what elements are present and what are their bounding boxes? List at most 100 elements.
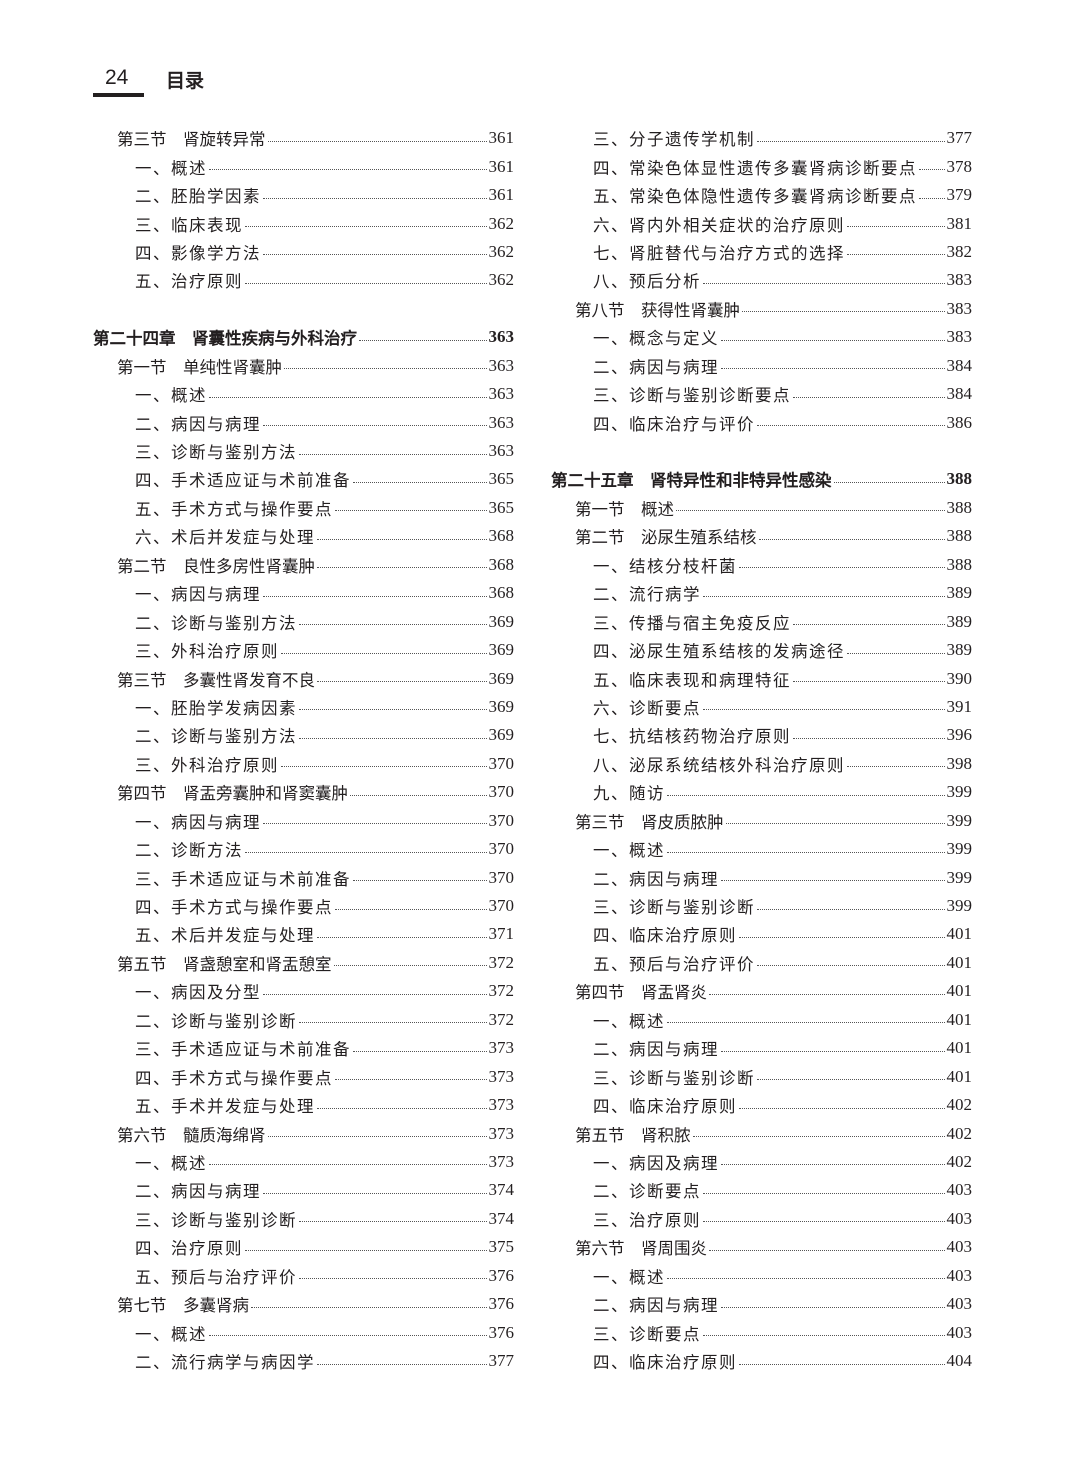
toc-entry-item[interactable]: 二、病因与病理 363 xyxy=(93,408,514,436)
entry-page-number: 361 xyxy=(488,128,515,148)
toc-entry-item[interactable]: 四、临床治疗原则 404 xyxy=(551,1347,972,1375)
toc-entry-item[interactable]: 七、抗结核药物治疗原则 396 xyxy=(551,721,972,749)
toc-entry-section[interactable]: 第二节 良性多房性肾囊肿 368 xyxy=(93,551,514,579)
toc-entry-item[interactable]: 四、手术适应证与术前准备 365 xyxy=(93,465,514,493)
toc-entry-item[interactable]: 二、流行病学与病因学 377 xyxy=(93,1347,514,1375)
entry-title: 二、病因与病理 xyxy=(135,1182,261,1202)
toc-entry-item[interactable]: 二、病因与病理 384 xyxy=(551,352,972,380)
toc-entry-section[interactable]: 第六节 肾周围炎 403 xyxy=(551,1233,972,1261)
toc-entry-section[interactable]: 第三节 肾旋转异常 361 xyxy=(93,124,514,152)
toc-entry-item[interactable]: 一、病因与病理 368 xyxy=(93,579,514,607)
toc-entry-item[interactable]: 二、胚胎学因素 361 xyxy=(93,181,514,209)
toc-entry-item[interactable]: 八、预后分析 383 xyxy=(551,266,972,294)
entry-page-number: 376 xyxy=(488,1322,515,1342)
toc-entry-item[interactable]: 三、外科治疗原则 369 xyxy=(93,636,514,664)
entry-page-number: 373 xyxy=(488,1151,515,1171)
toc-entry-item[interactable]: 五、手术方式与操作要点 365 xyxy=(93,494,514,522)
toc-entry-section[interactable]: 第三节 多囊性肾发育不良 369 xyxy=(93,664,514,692)
toc-entry-item[interactable]: 三、分子遗传学机制 377 xyxy=(551,124,972,152)
toc-entry-item[interactable]: 四、泌尿生殖系结核的发病途径 389 xyxy=(551,636,972,664)
toc-entry-item[interactable]: 六、诊断要点 391 xyxy=(551,693,972,721)
dot-leader xyxy=(667,1278,945,1280)
toc-entry-item[interactable]: 一、概述 363 xyxy=(93,380,514,408)
toc-entry-section[interactable]: 第二节 泌尿生殖系结核 388 xyxy=(551,522,972,550)
toc-entry-item[interactable]: 四、临床治疗原则 402 xyxy=(551,1091,972,1119)
toc-entry-section[interactable]: 第三节 肾皮质脓肿 399 xyxy=(551,807,972,835)
toc-entry-item[interactable]: 二、病因与病理 374 xyxy=(93,1176,514,1204)
toc-entry-item[interactable]: 二、诊断与鉴别方法 369 xyxy=(93,721,514,749)
toc-entry-item[interactable]: 三、诊断与鉴别诊断 401 xyxy=(551,1062,972,1090)
toc-entry-section[interactable]: 第四节 肾盂旁囊肿和肾窦囊肿 370 xyxy=(93,778,514,806)
toc-entry-item[interactable]: 三、诊断与鉴别诊断 374 xyxy=(93,1205,514,1233)
toc-entry-section[interactable]: 第一节 单纯性肾囊肿 363 xyxy=(93,352,514,380)
toc-entry-item[interactable]: 二、诊断与鉴别诊断 372 xyxy=(93,1006,514,1034)
toc-entry-item[interactable]: 四、临床治疗与评价 386 xyxy=(551,408,972,436)
toc-entry-item[interactable]: 四、常染色体显性遗传多囊肾病诊断要点 378 xyxy=(551,152,972,180)
toc-entry-item[interactable]: 五、预后与治疗评价 401 xyxy=(551,949,972,977)
toc-entry-item[interactable]: 八、泌尿系统结核外科治疗原则 398 xyxy=(551,750,972,778)
spacer xyxy=(93,295,514,323)
toc-entry-item[interactable]: 二、流行病学 389 xyxy=(551,579,972,607)
toc-entry-item[interactable]: 三、传播与宿主免疫反应 389 xyxy=(551,607,972,635)
entry-page-number: 362 xyxy=(488,213,515,233)
toc-entry-item[interactable]: 四、治疗原则 375 xyxy=(93,1233,514,1261)
entry-title: 一、概述 xyxy=(135,158,207,178)
toc-entry-item[interactable]: 二、病因与病理 399 xyxy=(551,863,972,891)
toc-entry-section[interactable]: 第一节 概述 388 xyxy=(551,494,972,522)
toc-entry-item[interactable]: 七、肾脏替代与治疗方式的选择 382 xyxy=(551,238,972,266)
toc-entry-item[interactable]: 一、病因及分型 372 xyxy=(93,977,514,1005)
toc-entry-item[interactable]: 三、手术适应证与术前准备 370 xyxy=(93,863,514,891)
toc-entry-item[interactable]: 三、诊断与鉴别诊断要点 384 xyxy=(551,380,972,408)
entry-page-number: 365 xyxy=(488,469,515,489)
toc-entry-item[interactable]: 一、概念与定义 383 xyxy=(551,323,972,351)
toc-entry-item[interactable]: 六、术后并发症与处理 368 xyxy=(93,522,514,550)
toc-entry-item[interactable]: 二、诊断与鉴别方法 369 xyxy=(93,607,514,635)
toc-entry-item[interactable]: 四、影像学方法 362 xyxy=(93,238,514,266)
toc-entry-section[interactable]: 第七节 多囊肾病 376 xyxy=(93,1290,514,1318)
toc-entry-item[interactable]: 五、治疗原则 362 xyxy=(93,266,514,294)
toc-entry-item[interactable]: 三、治疗原则 403 xyxy=(551,1205,972,1233)
toc-entry-item[interactable]: 三、手术适应证与术前准备 373 xyxy=(93,1034,514,1062)
toc-entry-item[interactable]: 一、结核分枝杆菌 388 xyxy=(551,551,972,579)
toc-entry-chapter[interactable]: 第二十五章 肾特异性和非特异性感染 388 xyxy=(551,465,972,493)
toc-entry-item[interactable]: 三、诊断与鉴别方法 363 xyxy=(93,437,514,465)
toc-entry-item[interactable]: 一、概述 373 xyxy=(93,1148,514,1176)
toc-entry-item[interactable]: 一、病因与病理 370 xyxy=(93,807,514,835)
toc-entry-section[interactable]: 第五节 肾盏憩室和肾盂憩室 372 xyxy=(93,949,514,977)
toc-entry-item[interactable]: 五、手术并发症与处理 373 xyxy=(93,1091,514,1119)
toc-entry-item[interactable]: 六、肾内外相关症状的治疗原则 381 xyxy=(551,209,972,237)
toc-entry-item[interactable]: 一、概述 399 xyxy=(551,835,972,863)
toc-entry-section[interactable]: 第八节 获得性肾囊肿 383 xyxy=(551,295,972,323)
entry-page-number: 401 xyxy=(946,1009,973,1029)
toc-entry-section[interactable]: 第五节 肾积脓 402 xyxy=(551,1119,972,1147)
toc-entry-item[interactable]: 一、概述 361 xyxy=(93,152,514,180)
toc-entry-item[interactable]: 三、诊断与鉴别诊断 399 xyxy=(551,892,972,920)
toc-entry-item[interactable]: 一、概述 403 xyxy=(551,1262,972,1290)
toc-entry-section[interactable]: 第六节 髓质海绵肾 373 xyxy=(93,1119,514,1147)
toc-entry-item[interactable]: 五、术后并发症与处理 371 xyxy=(93,920,514,948)
toc-entry-item[interactable]: 九、随访 399 xyxy=(551,778,972,806)
toc-entry-item[interactable]: 四、临床治疗原则 401 xyxy=(551,920,972,948)
toc-entry-item[interactable]: 三、临床表现 362 xyxy=(93,209,514,237)
toc-entry-item[interactable]: 二、诊断要点 403 xyxy=(551,1176,972,1204)
toc-entry-item[interactable]: 一、病因及病理 402 xyxy=(551,1148,972,1176)
toc-entry-item[interactable]: 三、外科治疗原则 370 xyxy=(93,750,514,778)
toc-entry-section[interactable]: 第四节 肾盂肾炎 401 xyxy=(551,977,972,1005)
toc-entry-item[interactable]: 一、概述 401 xyxy=(551,1006,972,1034)
toc-entry-item[interactable]: 二、病因与病理 403 xyxy=(551,1290,972,1318)
toc-entry-item[interactable]: 五、常染色体隐性遗传多囊肾病诊断要点 379 xyxy=(551,181,972,209)
entry-page-number: 370 xyxy=(488,810,515,830)
toc-entry-item[interactable]: 一、胚胎学发病因素 369 xyxy=(93,693,514,721)
dot-leader xyxy=(847,652,945,654)
toc-entry-item[interactable]: 四、手术方式与操作要点 370 xyxy=(93,892,514,920)
toc-entry-item[interactable]: 三、诊断要点 403 xyxy=(551,1318,972,1346)
entry-title: 二、流行病学 xyxy=(593,585,701,605)
entry-title: 三、诊断与鉴别诊断 xyxy=(593,898,755,918)
toc-entry-item[interactable]: 二、病因与病理 401 xyxy=(551,1034,972,1062)
toc-entry-item[interactable]: 五、临床表现和病理特征 390 xyxy=(551,664,972,692)
toc-entry-chapter[interactable]: 第二十四章 肾囊性疾病与外科治疗 363 xyxy=(93,323,514,351)
toc-entry-item[interactable]: 二、诊断方法 370 xyxy=(93,835,514,863)
toc-entry-item[interactable]: 四、手术方式与操作要点 373 xyxy=(93,1062,514,1090)
toc-entry-item[interactable]: 一、概述 376 xyxy=(93,1318,514,1346)
toc-entry-item[interactable]: 五、预后与治疗评价 376 xyxy=(93,1262,514,1290)
